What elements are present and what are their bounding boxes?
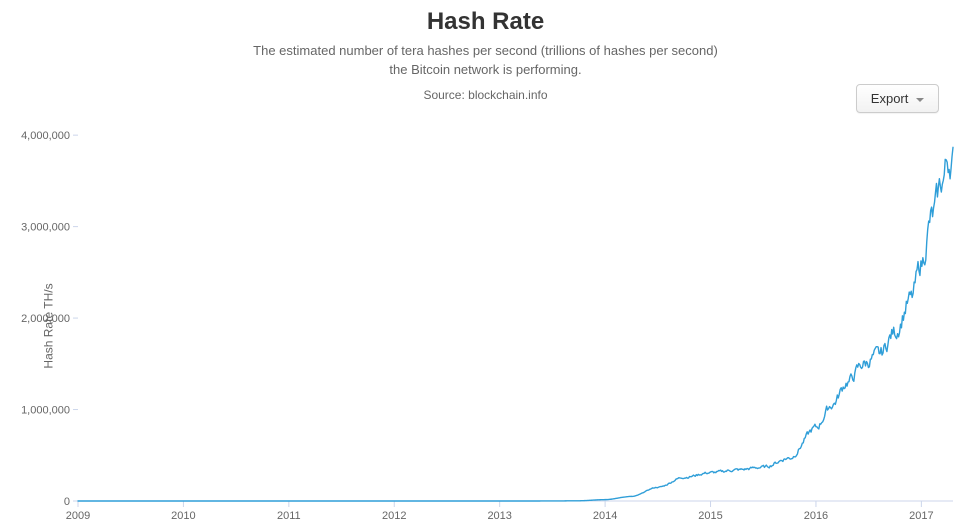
svg-text:2014: 2014 — [593, 510, 617, 522]
chart-svg: 01,000,0002,000,0003,000,0004,000,000200… — [0, 120, 971, 531]
svg-text:2012: 2012 — [382, 510, 406, 522]
chevron-down-icon — [916, 98, 924, 102]
svg-text:2016: 2016 — [804, 510, 828, 522]
svg-text:2010: 2010 — [171, 510, 195, 522]
svg-text:3,000,000: 3,000,000 — [21, 222, 70, 234]
export-button-label: Export — [871, 91, 909, 106]
chart-subtitle: The estimated number of tera hashes per … — [0, 42, 971, 80]
svg-text:2011: 2011 — [277, 510, 301, 522]
export-button[interactable]: Export — [856, 84, 939, 113]
svg-text:0: 0 — [64, 496, 70, 508]
svg-text:2017: 2017 — [909, 510, 933, 522]
svg-text:2009: 2009 — [66, 510, 90, 522]
plot-area: Hash Rate TH/s 01,000,0002,000,0003,000,… — [0, 120, 971, 531]
svg-text:2013: 2013 — [487, 510, 511, 522]
svg-text:1,000,000: 1,000,000 — [21, 405, 70, 417]
y-axis-label: Hash Rate TH/s — [42, 283, 56, 368]
svg-text:2015: 2015 — [698, 510, 722, 522]
chart-source: Source: blockchain.info — [0, 88, 971, 102]
svg-text:4,000,000: 4,000,000 — [21, 130, 70, 142]
chart-container: Hash Rate The estimated number of tera h… — [0, 0, 971, 531]
chart-title: Hash Rate — [0, 0, 971, 36]
